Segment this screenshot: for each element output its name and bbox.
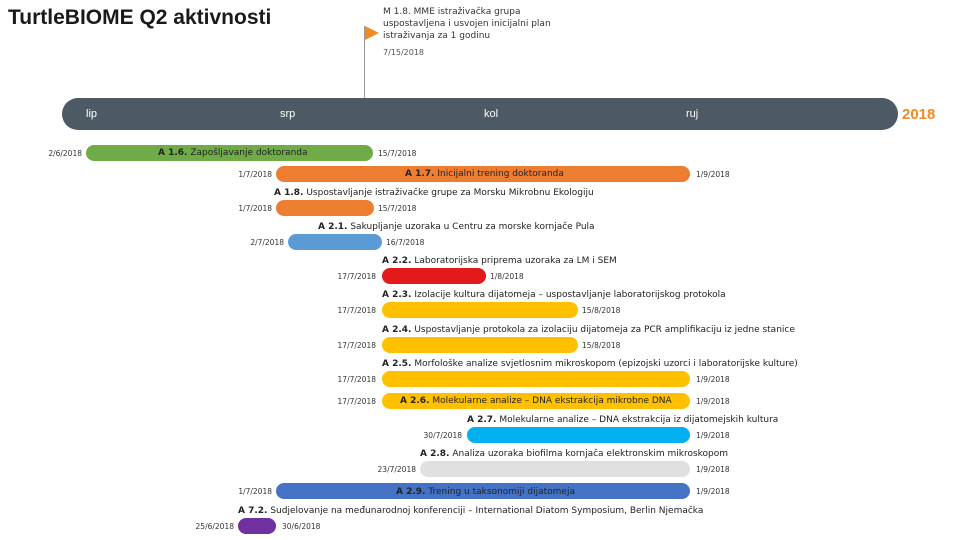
task-start-date-a1-6: 2/6/2018 bbox=[48, 149, 82, 158]
task-end-date-a2-2: 1/8/2018 bbox=[490, 272, 524, 281]
task-end-date-a2-1: 16/7/2018 bbox=[386, 238, 425, 247]
task-end-date-a1-8: 15/7/2018 bbox=[378, 204, 417, 213]
milestone-flag-icon bbox=[365, 26, 379, 40]
task-label-a2-3: A 2.3. Izolacije kultura dijatomeja – us… bbox=[382, 290, 726, 300]
task-label-a2-2: A 2.2. Laboratorijska priprema uzoraka z… bbox=[382, 256, 617, 266]
task-start-date-a1-8: 1/7/2018 bbox=[238, 204, 272, 213]
task-end-date-a2-6: 1/9/2018 bbox=[696, 397, 730, 406]
task-bar-a2-4 bbox=[382, 337, 578, 353]
task-start-date-a2-2: 17/7/2018 bbox=[337, 272, 376, 281]
task-label-a2-5: A 2.5. Morfološke analize svjetlosnim mi… bbox=[382, 359, 798, 369]
task-bar-a2-3 bbox=[382, 302, 578, 318]
task-end-date-a1-7: 1/9/2018 bbox=[696, 170, 730, 179]
task-start-date-a2-6: 17/7/2018 bbox=[337, 397, 376, 406]
task-label-a2-8: A 2.8. Analiza uzoraka biofilma kornjača… bbox=[420, 449, 729, 459]
task-label-a2-7: A 2.7. Molekularne analize – DNA ekstrak… bbox=[467, 415, 779, 425]
task-label-a2-6: A 2.6. Molekularne analize – DNA ekstrak… bbox=[400, 396, 672, 406]
task-label-a1-7: A 1.7. Inicijalni trening doktoranda bbox=[405, 169, 564, 179]
task-label-a7-2: A 7.2. Sudjelovanje na međunarodnoj konf… bbox=[238, 506, 704, 516]
task-start-date-a2-7: 30/7/2018 bbox=[423, 431, 462, 440]
task-label-a2-4: A 2.4. Uspostavljanje protokola za izola… bbox=[382, 325, 795, 335]
task-start-date-a7-2: 25/6/2018 bbox=[195, 522, 234, 531]
task-label-a1-6: A 1.6. Zapošljavanje doktoranda bbox=[158, 148, 308, 158]
task-end-date-a2-5: 1/9/2018 bbox=[696, 375, 730, 384]
month-label-srp: srp bbox=[280, 108, 296, 120]
task-end-date-a2-8: 1/9/2018 bbox=[696, 465, 730, 474]
task-end-date-a2-3: 15/8/2018 bbox=[582, 306, 621, 315]
task-bar-a2-1 bbox=[288, 234, 382, 250]
task-label-a2-9: A 2.9. Trening u taksonomiji dijatomeja bbox=[396, 487, 575, 497]
month-label-kol: kol bbox=[484, 108, 499, 120]
task-bar-a1-7 bbox=[276, 166, 690, 182]
task-end-date-a7-2: 30/6/2018 bbox=[282, 522, 321, 531]
milestone-text: M 1.8. MME istraživačka grupa uspostavlj… bbox=[383, 7, 551, 41]
task-end-date-a2-7: 1/9/2018 bbox=[696, 431, 730, 440]
task-end-date-a1-6: 15/7/2018 bbox=[378, 149, 417, 158]
task-bar-a2-8 bbox=[420, 461, 690, 477]
task-start-date-a2-4: 17/7/2018 bbox=[337, 341, 376, 350]
task-bar-a2-5 bbox=[382, 371, 690, 387]
page-title: TurtleBIOME Q2 aktivnosti bbox=[8, 6, 272, 29]
task-start-date-a2-5: 17/7/2018 bbox=[337, 375, 376, 384]
task-start-date-a2-1: 2/7/2018 bbox=[250, 238, 284, 247]
task-end-date-a2-9: 1/9/2018 bbox=[696, 487, 730, 496]
task-end-date-a2-4: 15/8/2018 bbox=[582, 341, 621, 350]
task-bar-a2-6 bbox=[382, 393, 690, 409]
month-label-ruj: ruj bbox=[686, 108, 699, 120]
milestone-line bbox=[364, 26, 365, 99]
task-label-a1-8: A 1.8. Uspostavljanje istraživačke grupe… bbox=[274, 188, 594, 198]
task-start-date-a2-3: 17/7/2018 bbox=[337, 306, 376, 315]
task-bar-a2-9 bbox=[276, 483, 690, 499]
milestone-date: 7/15/2018 bbox=[383, 48, 425, 57]
task-bar-a2-7 bbox=[467, 427, 690, 443]
task-bar-a1-8 bbox=[276, 200, 374, 216]
task-label-a2-1: A 2.1. Sakupljanje uzoraka u Centru za m… bbox=[318, 222, 595, 232]
task-start-date-a2-8: 23/7/2018 bbox=[377, 465, 416, 474]
task-bar-a7-2 bbox=[238, 518, 276, 534]
timeline-axis bbox=[62, 98, 898, 130]
task-bar-a1-6 bbox=[86, 145, 373, 161]
task-start-date-a2-9: 1/7/2018 bbox=[238, 487, 272, 496]
month-label-lip: lip bbox=[86, 108, 98, 120]
task-bar-a2-2 bbox=[382, 268, 486, 284]
task-start-date-a1-7: 1/7/2018 bbox=[238, 170, 272, 179]
year-label: 2018 bbox=[902, 106, 936, 123]
